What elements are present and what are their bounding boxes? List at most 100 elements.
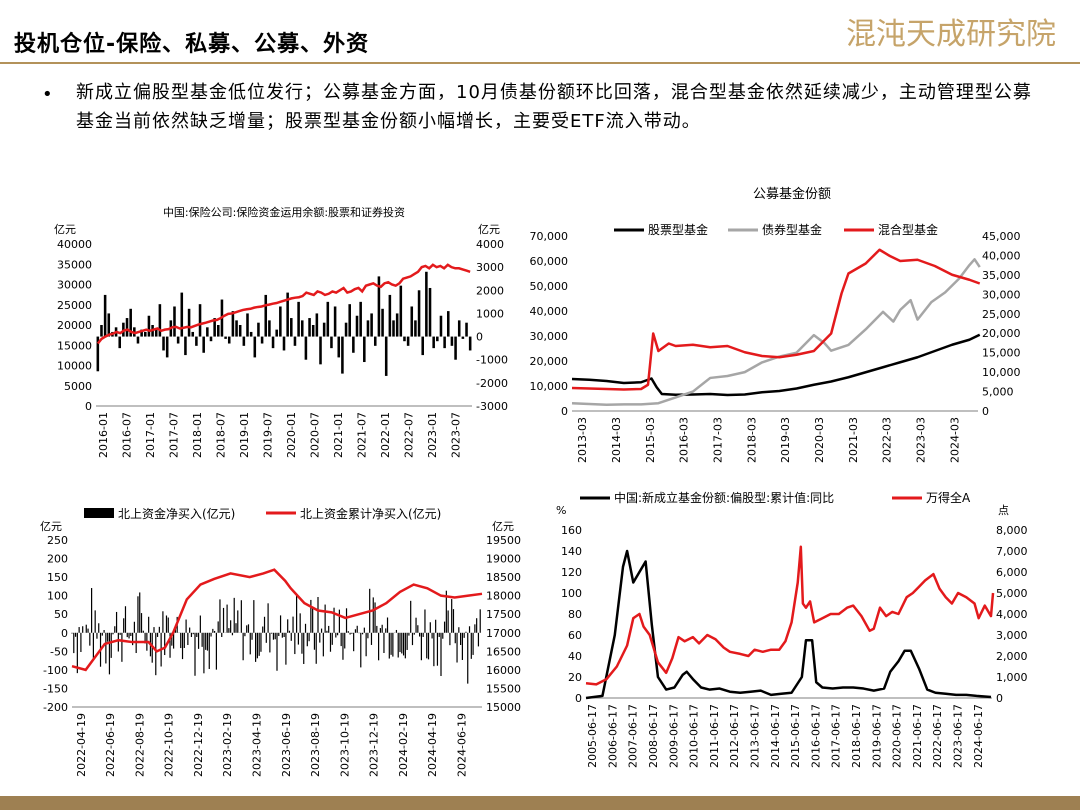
left-tick-label: 20 [568,671,582,684]
bar [406,336,410,346]
right-tick-label: 3,000 [996,629,1028,642]
left-tick-label: 160 [561,524,582,537]
left-tick-label: 10000 [57,360,92,373]
right-tick-label: 18500 [486,571,521,584]
bar [300,320,304,337]
bar [242,336,246,346]
left-tick-label: 60 [568,629,582,642]
bar [377,276,381,337]
left-tick-label: 150 [47,571,68,584]
right-tick-label: 1000 [476,307,504,320]
bar [227,336,231,344]
bar [180,292,184,337]
bar [231,311,235,337]
x-tick-label: 2017-06-17 [830,704,843,768]
legend-label: 股票型基金 [648,222,708,237]
right-tick-label: 1,000 [996,671,1028,684]
x-tick-label: 2020-03 [813,417,826,463]
bar [304,336,308,360]
right-tick-label: 17000 [486,627,521,640]
bar [446,311,450,337]
bar [432,336,435,349]
right-tick-label: 8,000 [996,524,1028,537]
right-tick-label: 19500 [486,534,521,547]
legend-label: 混合型基金 [878,222,938,237]
legend-label: 北上资金累计净买入(亿元) [300,506,441,521]
x-tick-label: 2007-06-17 [627,704,640,768]
x-tick-label: 2017-01 [144,412,157,458]
left-tick-label: 70,000 [530,230,569,243]
left-tick-label: 80 [568,608,582,621]
x-tick-label: 2024-06-19 [456,713,469,777]
right-tick-label: 7,000 [996,545,1028,558]
x-tick-label: 2011-06-17 [708,704,721,768]
x-tick-label: 2016-01 [97,412,110,458]
bar [213,318,216,337]
right-tick-label: 4000 [476,238,504,251]
left-tick-label: 30,000 [530,330,569,343]
bar [264,294,268,337]
x-tick-label: 2023-08-19 [309,713,322,777]
left-tick-label: 100 [561,587,582,600]
bar [403,336,406,342]
bar [184,336,187,356]
bar [370,313,373,337]
bar [176,336,180,344]
right-axis-unit: 点 [998,504,1009,517]
bar [392,320,395,337]
bar [209,336,213,342]
x-tick-label: 2014-03 [610,417,623,463]
bar [144,331,147,337]
x-tick-label: 2019-06-17 [870,704,883,768]
x-tick-label: 2022-03 [881,417,894,463]
bar [100,325,103,337]
x-tick-label: 2020-07 [309,412,322,458]
x-tick-label: 2023-10-19 [338,713,351,777]
bar [373,336,377,346]
bar [268,320,271,337]
bar [414,320,417,337]
bar [224,336,227,339]
right-tick-label: 5,000 [996,587,1028,600]
bar [162,336,165,351]
chart-public-fund-shares: 公募基金份额 70,000 60,000 50,000 40,000 30,000 20,0… [530,186,1021,463]
left-tick-label: 40000 [57,238,92,251]
x-tick-label: 2023-06-17 [951,704,964,768]
header-divider [0,62,1080,64]
x-tick-label: 2020-06-17 [891,704,904,768]
x-tick-label: 2023-04-19 [251,713,264,777]
bar [326,301,330,337]
bar [425,271,428,337]
bar [366,320,370,337]
right-tick-label: 2,000 [996,650,1028,663]
x-tick-label: 2023-03 [914,417,927,463]
bar [384,336,388,376]
right-tick-label: 6,000 [996,566,1028,579]
x-tick-label: 2022-01 [379,412,392,458]
legend-label: 债券型基金 [762,222,822,237]
right-axis-unit: 亿元 [478,223,500,236]
bar [165,336,169,358]
bar [103,294,107,337]
left-tick-label: 140 [561,545,582,558]
bar [195,336,198,346]
left-tick-label: 60,000 [530,255,569,268]
x-tick-label: 2023-07 [450,412,463,458]
x-tick-label: 2010-06-17 [688,704,701,768]
x-tick-label: 2016-03 [678,417,691,463]
left-tick-label: -150 [43,682,68,695]
x-tick-label: 2023-12-19 [368,713,381,777]
x-tick-label: 2022-06-19 [104,713,117,777]
right-tick-label: 30,000 [982,288,1021,301]
bar [253,336,257,358]
right-tick-label: 0 [996,692,1003,705]
bar [173,306,176,337]
left-tick-label: 35000 [57,258,92,271]
right-tick-label: 15000 [486,701,521,714]
right-tick-label: -3000 [476,400,508,413]
x-tick-label: 2009-06-17 [667,704,680,768]
x-tick-label: 2018-03 [745,417,758,463]
bar [457,320,461,337]
series-line [571,258,981,407]
